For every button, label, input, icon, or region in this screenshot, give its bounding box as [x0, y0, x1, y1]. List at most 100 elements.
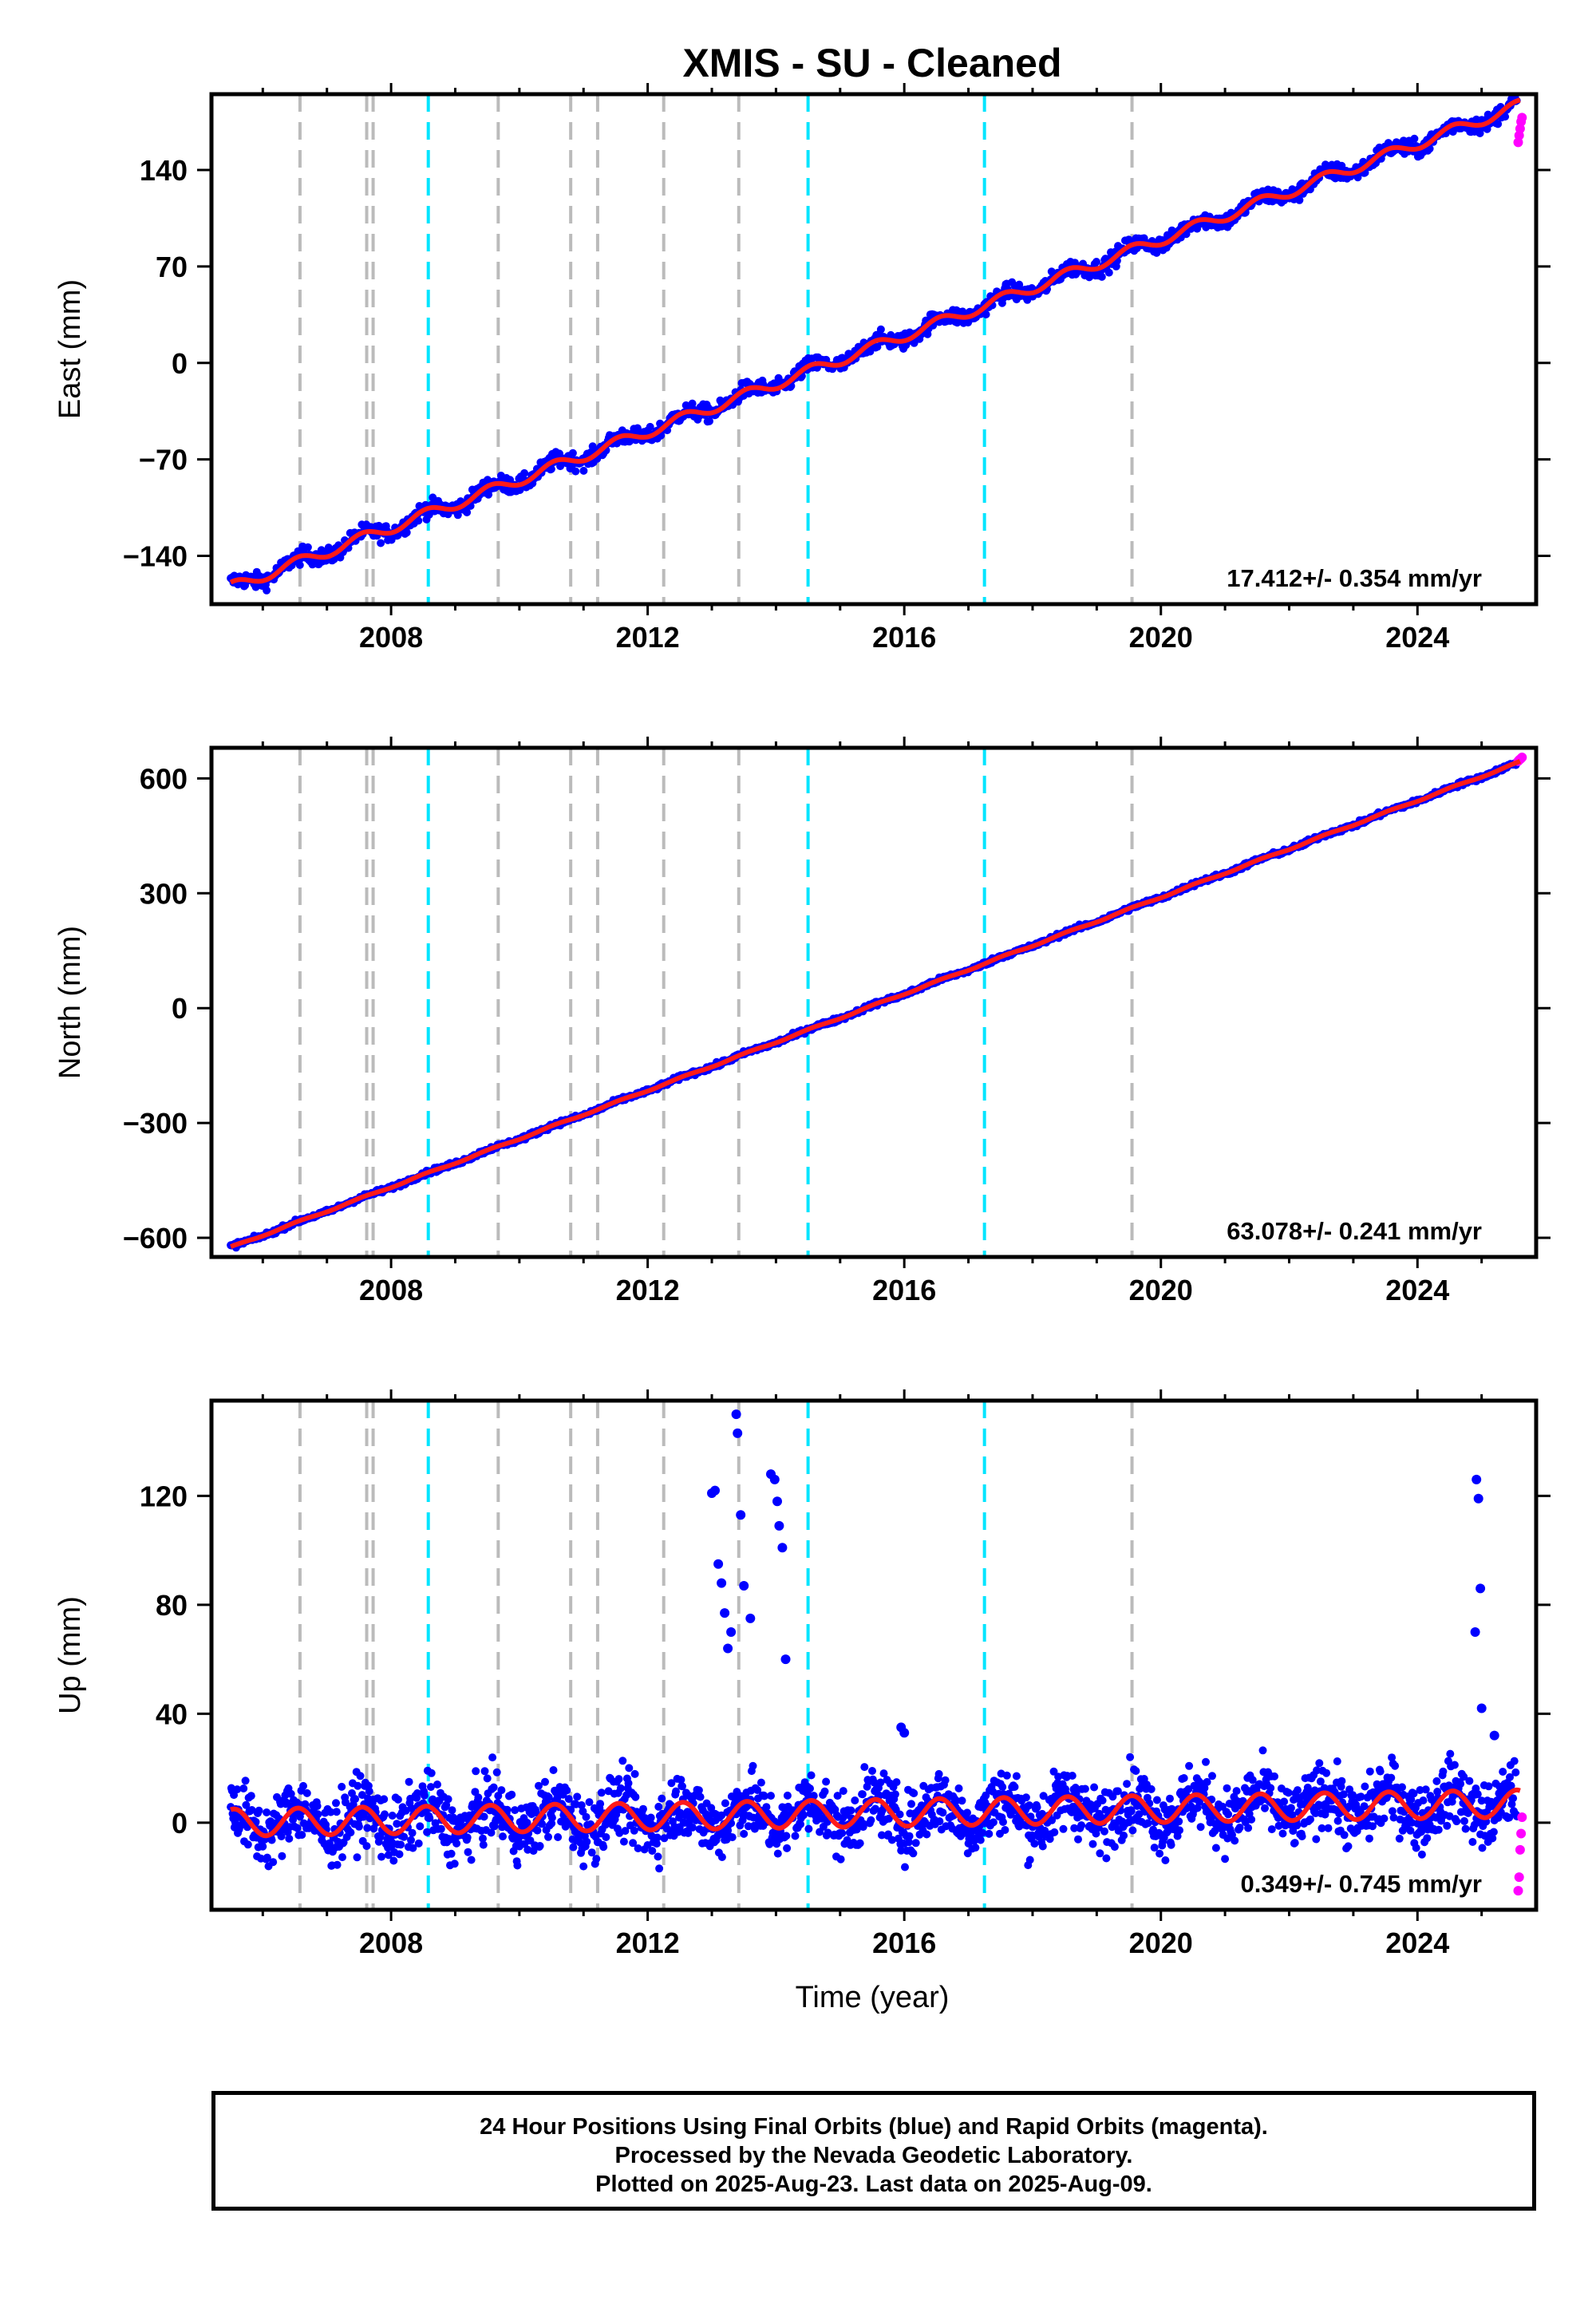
final-orbit-point: [1012, 1772, 1021, 1780]
final-orbit-point: [293, 1824, 302, 1832]
final-orbit-point: [1223, 1784, 1231, 1792]
final-orbit-point: [1439, 1767, 1448, 1776]
x-tick-label: 2008: [359, 1274, 423, 1306]
final-orbit-point: [839, 1787, 847, 1796]
final-orbit-point: [1120, 1832, 1128, 1840]
final-orbit-point: [630, 1769, 639, 1778]
final-orbit-point: [989, 1818, 998, 1827]
final-orbit-point: [1090, 1783, 1099, 1792]
final-orbit-point: [911, 1839, 920, 1848]
final-orbit-point: [332, 1799, 340, 1808]
x-tick-label: 2020: [1129, 621, 1193, 654]
final-orbit-point: [380, 1795, 389, 1804]
final-orbit-point: [1030, 1840, 1039, 1848]
final-orbit-point: [807, 1771, 816, 1780]
rapid-orbit-point: [1517, 113, 1527, 123]
final-orbit-point: [1419, 1796, 1428, 1804]
final-orbit-point: [1175, 1826, 1183, 1835]
final-orbit-point: [354, 1822, 363, 1831]
final-orbit-point: [952, 1796, 961, 1805]
final-orbit-point: [791, 1832, 800, 1840]
x-tick-label: 2012: [616, 1274, 680, 1306]
final-orbit-point: [901, 1863, 909, 1871]
final-orbit-point: [922, 1830, 931, 1839]
final-orbit-point: [1128, 1826, 1137, 1835]
final-orbit-point: [389, 1856, 398, 1865]
model-fit-line: [229, 97, 1521, 585]
final-orbit-point: [1340, 1831, 1349, 1840]
final-orbit-point: [1033, 1803, 1041, 1812]
final-orbit-point: [1050, 1828, 1059, 1836]
final-orbit-point: [858, 1790, 867, 1799]
final-orbit-point: [583, 1837, 591, 1846]
final-orbit-point: [239, 1784, 248, 1792]
final-orbit-point: [1175, 1817, 1183, 1826]
x-tick-label: 2016: [872, 1274, 936, 1306]
final-orbit-point: [1244, 1824, 1253, 1832]
final-orbit-point: [1010, 1783, 1019, 1791]
final-orbit-point: [569, 1843, 578, 1852]
final-orbit-point: [1267, 1825, 1276, 1834]
final-orbit-point: [407, 1836, 415, 1844]
final-orbit-point: [467, 1856, 476, 1864]
final-orbit-point: [654, 1852, 662, 1861]
final-orbit-point: [452, 1839, 461, 1848]
final-orbit-point: [998, 1783, 1007, 1792]
final-orbit-point: [1344, 1842, 1353, 1851]
final-orbit-point: [1315, 1759, 1324, 1768]
final-orbit-point: [1232, 1787, 1241, 1796]
final-orbit-point: [393, 1820, 401, 1828]
final-orbit-point: [1410, 134, 1419, 143]
final-orbit-point: [672, 1787, 680, 1796]
final-orbit-point: [618, 1757, 627, 1765]
x-tick-label: 2020: [1129, 1274, 1193, 1306]
final-orbit-point: [1258, 1746, 1267, 1755]
final-orbit-point: [423, 1828, 432, 1836]
final-orbit-point: [1110, 1843, 1119, 1852]
final-orbit-point: [358, 1791, 366, 1800]
final-orbit-point: [338, 1782, 346, 1791]
final-orbit-point: [313, 1802, 322, 1810]
final-orbit-point: [464, 1848, 472, 1856]
y-tick-label: −300: [123, 1107, 188, 1140]
final-orbit-point: [487, 1828, 496, 1837]
final-orbit-point: [684, 1828, 693, 1837]
final-orbit-point: [782, 1832, 791, 1840]
final-orbit-point: [414, 1839, 423, 1848]
final-orbit-point: [535, 1781, 543, 1790]
final-orbit-point: [1127, 1807, 1136, 1816]
final-orbit-point: [1294, 1786, 1302, 1795]
final-orbit-point: [1288, 1811, 1297, 1820]
final-orbit-point: [298, 1831, 306, 1840]
final-orbit-point: [1077, 1821, 1086, 1830]
y-tick-label: 0: [172, 992, 188, 1025]
north-plot-area: [227, 748, 1527, 1257]
final-orbit-point: [1126, 1753, 1135, 1761]
final-orbit-point: [1002, 1771, 1011, 1780]
final-orbit-point: [437, 1824, 445, 1833]
final-orbit-point: [705, 417, 713, 425]
final-orbit-point: [855, 1839, 864, 1848]
final-orbit-point: [773, 1849, 782, 1858]
final-orbit-point: [1391, 1761, 1400, 1770]
final-orbit-point: [602, 1833, 610, 1841]
final-orbit-point: [1231, 1836, 1239, 1845]
final-orbit-point: [531, 1808, 540, 1817]
final-orbit-point: [871, 1804, 879, 1813]
final-orbit-point: [544, 1793, 553, 1802]
final-orbit-point: [1144, 1819, 1152, 1828]
final-orbit-point: [935, 1817, 944, 1826]
final-orbit-point: [582, 1812, 591, 1821]
final-orbit-point: [363, 1824, 372, 1832]
final-orbit-point: [1080, 1784, 1089, 1793]
final-orbit-point: [1152, 1796, 1161, 1804]
final-orbit-point: [247, 1806, 256, 1814]
x-tick-label: 2012: [616, 621, 680, 654]
final-orbit-point: [1465, 1777, 1474, 1785]
final-orbit-point: [479, 1834, 487, 1843]
final-orbit-point: [314, 1810, 322, 1819]
final-orbit-point: [905, 1832, 914, 1840]
final-orbit-point: [1395, 1834, 1404, 1843]
